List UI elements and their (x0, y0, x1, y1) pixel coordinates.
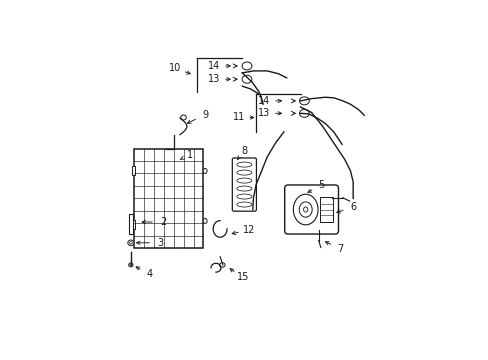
Text: 7: 7 (337, 244, 343, 254)
Ellipse shape (128, 263, 133, 267)
Bar (132, 166, 135, 175)
Text: 1: 1 (187, 150, 193, 160)
Bar (132, 220, 135, 229)
Ellipse shape (219, 263, 224, 267)
Text: 14: 14 (258, 96, 270, 106)
Text: 4: 4 (146, 269, 152, 279)
Text: 6: 6 (350, 202, 356, 212)
Text: 11: 11 (232, 112, 244, 122)
Ellipse shape (299, 109, 308, 117)
Text: 12: 12 (243, 225, 255, 235)
Text: 3: 3 (157, 238, 163, 248)
Text: 15: 15 (236, 273, 248, 283)
Text: 13: 13 (208, 74, 220, 84)
Text: 14: 14 (208, 61, 220, 71)
Ellipse shape (130, 264, 132, 266)
Text: 9: 9 (202, 110, 208, 120)
Ellipse shape (203, 219, 207, 223)
Bar (134, 149, 203, 248)
Ellipse shape (127, 240, 134, 246)
Text: 5: 5 (318, 180, 324, 190)
Ellipse shape (242, 62, 251, 70)
Text: 2: 2 (160, 217, 166, 227)
Text: 8: 8 (241, 146, 247, 156)
Text: 13: 13 (258, 108, 270, 118)
Ellipse shape (129, 242, 132, 244)
Bar (319, 197, 332, 222)
Ellipse shape (299, 97, 308, 105)
Bar (129, 214, 132, 234)
Ellipse shape (203, 168, 207, 174)
Text: 10: 10 (168, 63, 181, 73)
Ellipse shape (242, 75, 251, 83)
